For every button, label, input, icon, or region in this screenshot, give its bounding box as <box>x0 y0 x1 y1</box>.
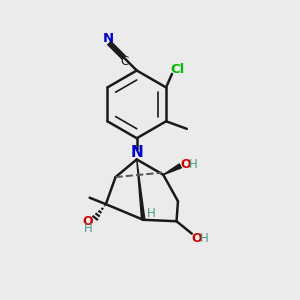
Text: H: H <box>84 222 92 236</box>
Text: O: O <box>83 215 94 228</box>
Text: H: H <box>200 232 208 245</box>
Polygon shape <box>137 159 145 220</box>
Polygon shape <box>163 164 181 175</box>
Text: N: N <box>130 146 143 160</box>
Text: H: H <box>189 158 198 171</box>
Text: Cl: Cl <box>170 63 184 76</box>
Text: C: C <box>121 55 129 68</box>
Text: N: N <box>103 32 114 45</box>
Text: H: H <box>146 207 155 220</box>
Text: O: O <box>191 232 202 245</box>
Text: O: O <box>181 158 191 171</box>
